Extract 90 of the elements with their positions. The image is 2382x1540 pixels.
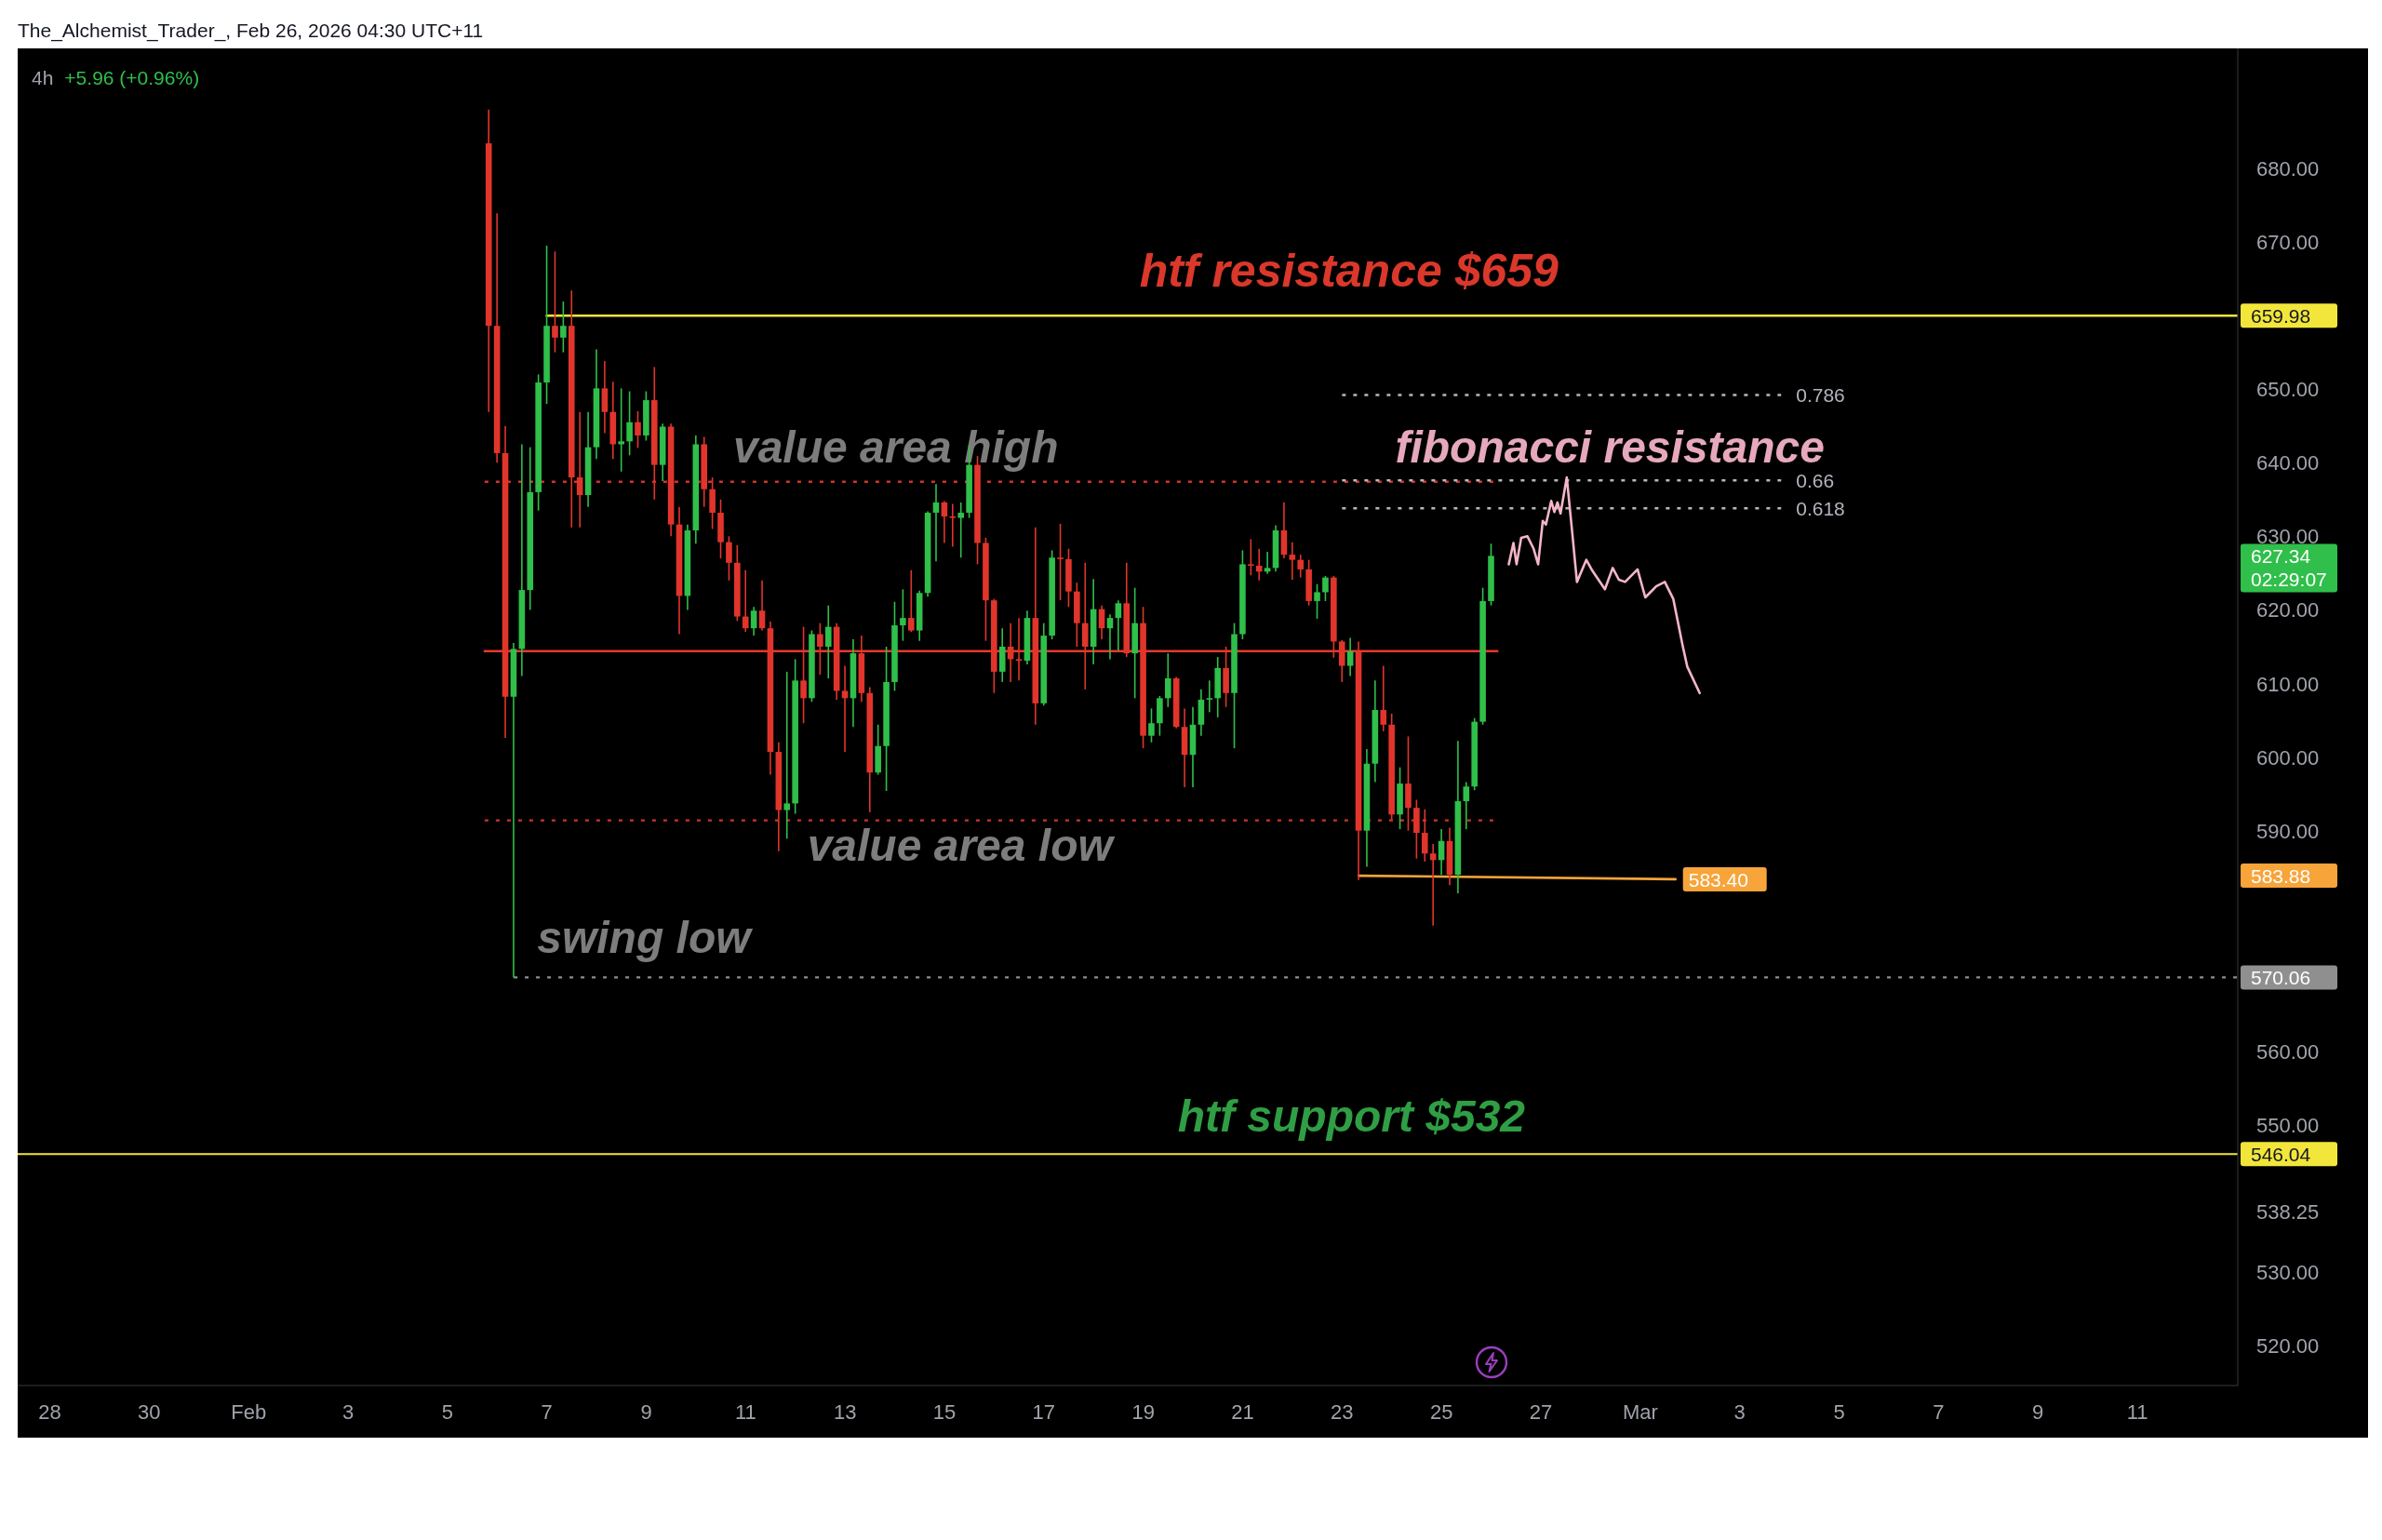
candlestick (1264, 551, 1271, 575)
candlestick (908, 569, 915, 633)
candlestick (1248, 538, 1254, 577)
candlestick (742, 569, 749, 633)
y-tick-label: 538.25 (2256, 1199, 2320, 1224)
annotation: 0.66 (1796, 469, 1835, 491)
candlestick (626, 390, 633, 457)
candlestick (841, 664, 849, 753)
candlestick (1164, 652, 1171, 708)
candlestick (552, 250, 558, 354)
y-tick-label: 650.00 (2256, 377, 2320, 401)
candlestick (1106, 613, 1114, 661)
y-tick-label: 520.00 (2256, 1333, 2320, 1358)
y-tick-label: 590.00 (2256, 819, 2320, 843)
candlestick (1463, 781, 1470, 830)
x-tick-label: 28 (38, 1399, 61, 1424)
y-tick-label: 610.00 (2256, 672, 2320, 696)
text: 02:29:07 (2251, 568, 2327, 590)
x-tick-label: 19 (1131, 1399, 1155, 1424)
x-tick-label: 30 (138, 1399, 161, 1424)
x-tick-label: 27 (1529, 1399, 1553, 1424)
y-tick-label: 550.00 (2256, 1113, 2320, 1137)
annotation: swing low (537, 912, 754, 962)
candlestick (1297, 554, 1305, 579)
y-tick-label: 640.00 (2256, 450, 2320, 475)
x-tick-label: 11 (2126, 1399, 2148, 1424)
x-tick-label: Feb (231, 1399, 267, 1424)
y-tick-label: 560.00 (2256, 1039, 2320, 1064)
candlestick (949, 502, 957, 548)
annotation: 583.40 (1688, 868, 1748, 891)
x-tick-label: 5 (441, 1399, 453, 1424)
x-tick-label: 17 (1032, 1399, 1056, 1424)
candlestick (957, 502, 964, 559)
annotation: value area high (732, 422, 1059, 472)
annotation: 0.618 (1796, 497, 1845, 519)
annotation: value area low (807, 820, 1116, 870)
candlestick (635, 410, 641, 449)
y-tick-label: 600.00 (2256, 745, 2320, 770)
x-tick-label: 5 (1833, 1399, 1845, 1424)
x-tick-label: 3 (341, 1399, 355, 1424)
x-tick-label: 15 (932, 1399, 957, 1424)
candlestick (1421, 808, 1428, 863)
candlestick (1380, 664, 1387, 732)
candlestick (1289, 541, 1296, 581)
candlestick (750, 606, 757, 636)
text: The_Alchemist_Trader_, Feb 26, 2026 04:30 UTC+11 (18, 20, 484, 42)
candlestick (576, 410, 583, 529)
annotation: htf resistance $659 (1139, 245, 1559, 298)
y-tick-label: 530.00 (2256, 1260, 2320, 1284)
x-tick-label: Mar (1622, 1399, 1658, 1424)
x-tick-label: 9 (640, 1399, 652, 1424)
y-tick-label: 680.00 (2256, 156, 2320, 181)
candlestick (1322, 575, 1329, 602)
candlestick (758, 579, 766, 632)
candlestick (1346, 636, 1354, 677)
candlestick (824, 604, 832, 679)
y-tick-label: 670.00 (2256, 230, 2320, 254)
candlestick (932, 483, 940, 563)
x-tick-label: 7 (541, 1399, 553, 1424)
annotation: +5.96 (+0.96%) (64, 67, 200, 88)
x-tick-label: 3 (1733, 1399, 1746, 1424)
candlestick (618, 387, 624, 473)
line-series (1507, 475, 1701, 695)
candlestick (900, 588, 906, 642)
candlestick (560, 301, 567, 354)
annotation: 0.786 (1796, 384, 1845, 406)
y-tick-label: 583.88 (2251, 864, 2311, 887)
x-tick-label: 23 (1331, 1399, 1354, 1424)
annotation: htf support $532 (1177, 1091, 1526, 1141)
x-tick-label: 13 (833, 1399, 857, 1424)
y-tick-label: 659.98 (2251, 304, 2311, 327)
candlestick (1255, 547, 1263, 582)
x-tick-label: 21 (1231, 1399, 1254, 1424)
candlestick (941, 500, 948, 544)
candlestick (783, 671, 791, 840)
candlestick (726, 535, 732, 582)
x-tick-label: 25 (1429, 1399, 1453, 1424)
candlestick (1148, 707, 1155, 743)
annotation: fibonacci resistance (1395, 422, 1825, 472)
ref-line-label: 546.04 (2251, 1143, 2311, 1165)
candlestick (1115, 599, 1122, 651)
candlestick (1057, 523, 1064, 601)
y-tick-label: 570.06 (2251, 966, 2311, 988)
x-tick-label: 11 (734, 1399, 756, 1424)
y-tick-label: 620.00 (2256, 597, 2320, 622)
candlestick (1206, 679, 1213, 714)
x-tick-label: 7 (1933, 1399, 1945, 1424)
text: 4h (32, 67, 54, 88)
candlestick (1314, 583, 1320, 620)
x-tick-label: 9 (2032, 1399, 2044, 1424)
